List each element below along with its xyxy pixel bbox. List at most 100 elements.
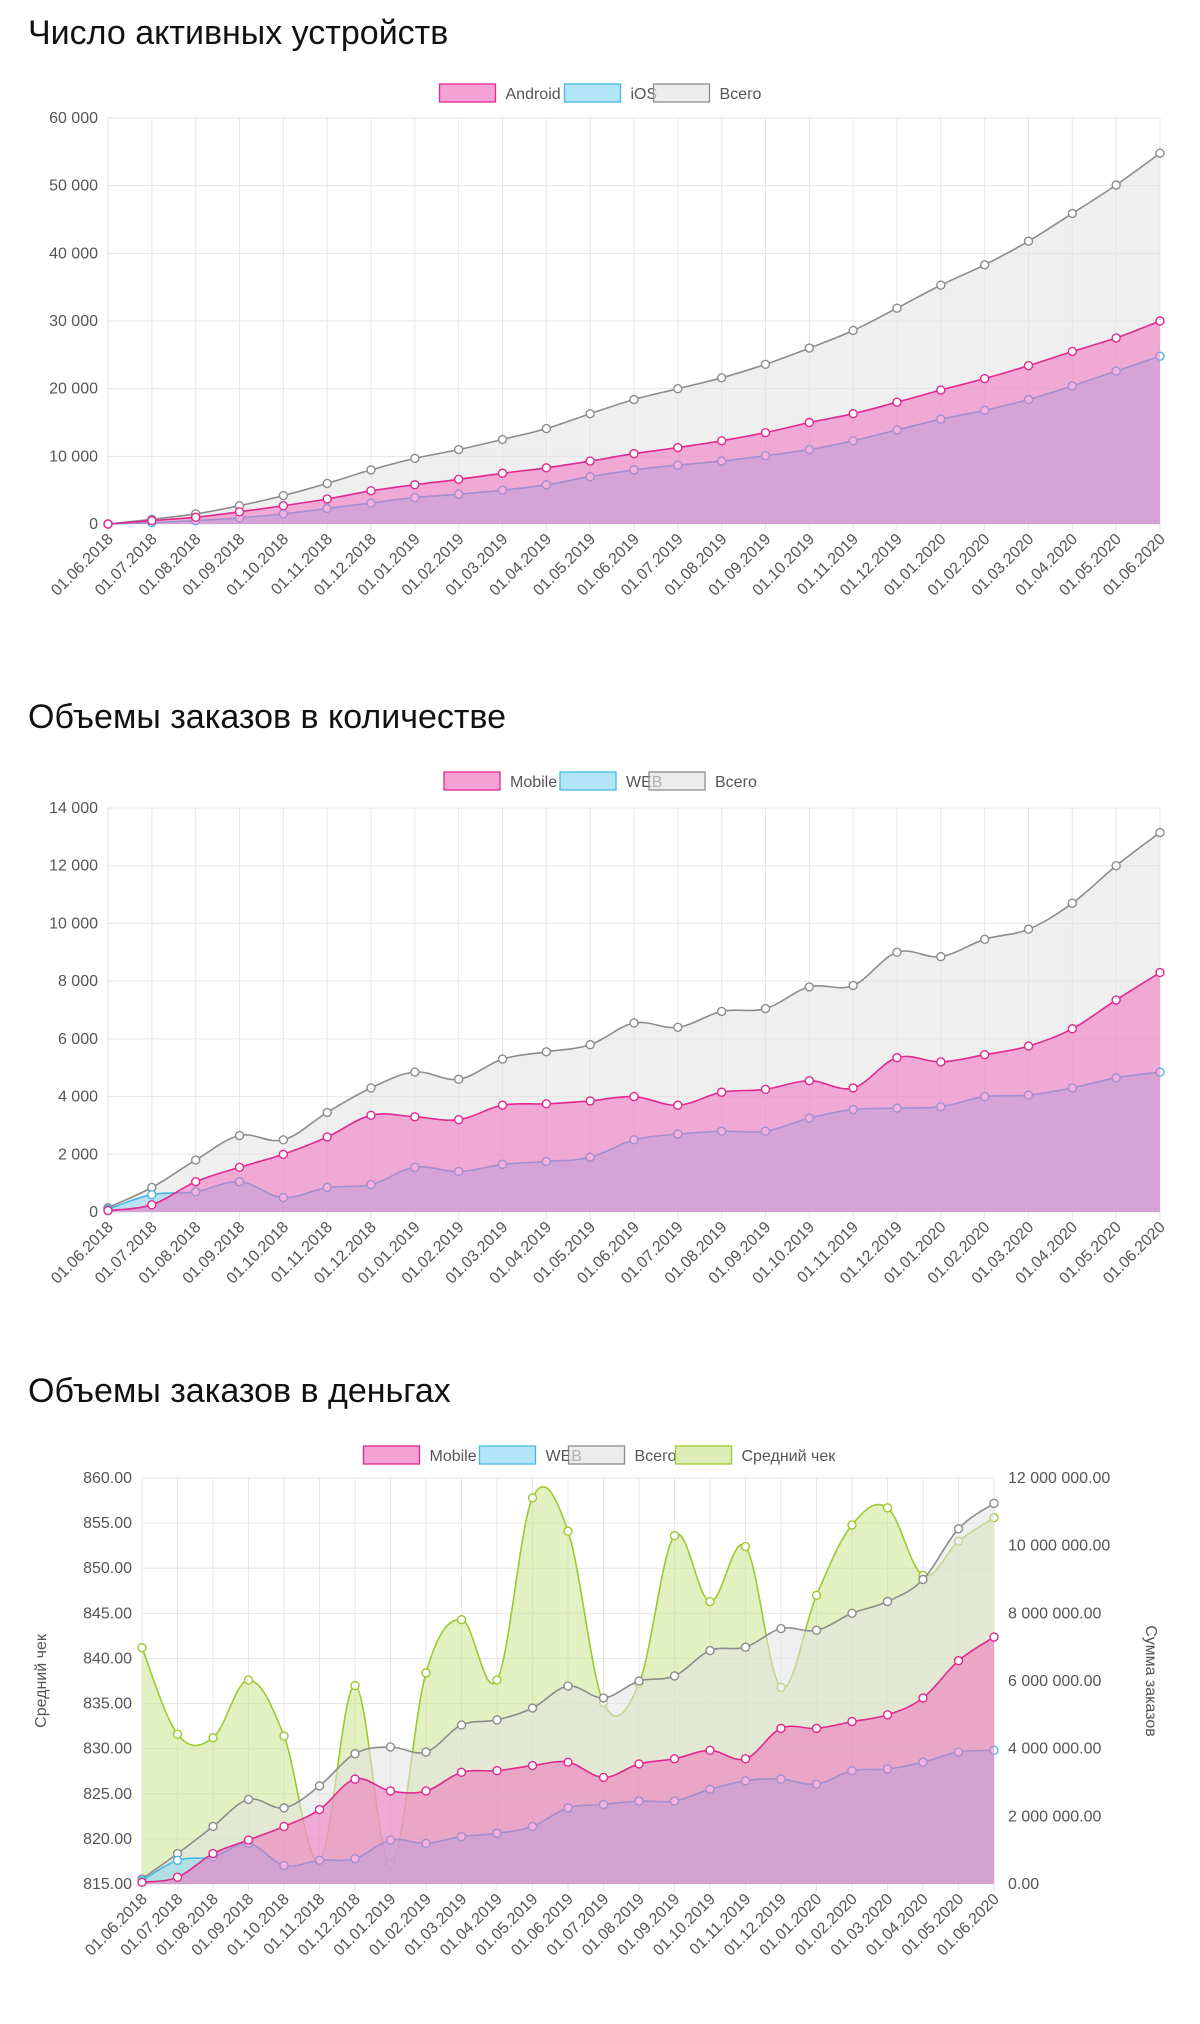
data-point [1067, 208, 1078, 219]
data-point [208, 1821, 218, 1832]
legend-swatch [362, 1445, 421, 1465]
legend-swatch [443, 771, 501, 791]
legend-swatch [674, 1445, 733, 1465]
data-point [716, 1006, 727, 1017]
y-tick-label: 0.00 [1008, 1876, 1039, 1893]
data-point [892, 397, 902, 407]
data-point [410, 1067, 420, 1077]
data-point [279, 1731, 289, 1741]
data-point [936, 385, 946, 395]
legend-label: iOS [631, 86, 658, 103]
data-point [989, 1498, 999, 1509]
data-point [1111, 333, 1121, 343]
active-devices-chart: 0 10 000 20 000 30 000 40 000 50 000 60 000 01.… [48, 83, 1169, 600]
data-point [350, 1680, 360, 1691]
data-point [527, 1760, 538, 1771]
data-point [936, 280, 946, 290]
series-group [103, 148, 1165, 529]
data-point [492, 1675, 502, 1685]
y-tick-label: 20 000 [49, 381, 98, 398]
data-point [705, 1645, 715, 1656]
data-point [453, 1074, 464, 1084]
data-point [716, 1087, 727, 1097]
data-point [804, 417, 815, 428]
data-point [705, 1745, 715, 1756]
data-point [147, 1189, 157, 1200]
y-axis-left: 0 2 000 4 000 6 000 8 000 10 000 12 000 14 000 [49, 800, 98, 1221]
legend-swatch [478, 1445, 537, 1465]
data-point [1111, 861, 1121, 871]
data-point [848, 980, 858, 991]
x-axis: 01.06.201801.07.201801.08.201801.09.2018… [82, 1891, 1003, 1960]
data-point [563, 1681, 573, 1691]
data-point [1111, 180, 1121, 190]
data-point [453, 474, 464, 485]
data-point [629, 1091, 639, 1102]
x-axis: 01.06.201801.07.201801.08.201801.09.2018… [48, 531, 1169, 600]
data-point [848, 325, 858, 336]
data-point [421, 1668, 431, 1678]
data-point [673, 1100, 683, 1110]
legend-label: Mobile [510, 774, 557, 791]
data-point [234, 507, 245, 517]
chart-title: Объемы заказов в деньгах [28, 1372, 451, 1410]
data-point [563, 1757, 573, 1767]
y-tick-label: 6 000 000.00 [1008, 1673, 1102, 1690]
data-point [629, 1018, 639, 1028]
y-tick-label: 40 000 [49, 245, 98, 262]
legend-item-web: WEB [559, 771, 662, 791]
y-tick-label: 6 000 [58, 1031, 98, 1048]
data-point [882, 1710, 893, 1720]
data-point [410, 453, 420, 464]
data-point [243, 1835, 254, 1845]
data-point [410, 1112, 420, 1122]
data-point [456, 1767, 467, 1778]
data-point [541, 423, 552, 434]
data-point [716, 373, 727, 383]
data-point [453, 1114, 464, 1125]
data-point [172, 1729, 183, 1739]
data-point [585, 409, 595, 419]
series-mobile [137, 1632, 999, 1888]
y-tick-label: 12 000 [49, 858, 98, 875]
data-point [634, 1759, 644, 1769]
data-point [314, 1804, 325, 1815]
data-point [804, 1076, 815, 1086]
legend-item-android: Android [438, 83, 561, 103]
y-tick-label: 840.00 [83, 1650, 132, 1667]
data-point [208, 1733, 218, 1743]
data-point [847, 1716, 857, 1727]
y-tick-label: 14 000 [49, 800, 98, 817]
data-point [776, 1623, 786, 1634]
legend-item-mobile: Mobile [443, 771, 557, 791]
data-point [892, 1052, 902, 1063]
data-point [882, 1503, 893, 1513]
series-mobile [103, 967, 1165, 1216]
y-tick-label: 12 000 000.00 [1008, 1470, 1110, 1487]
data-point [847, 1520, 857, 1530]
data-point [1155, 316, 1165, 326]
data-point [243, 1794, 254, 1805]
y-axis-left: 815.00 820.00 825.00 830.00 835.00 840.00 845.… [83, 1470, 132, 1893]
data-point [1155, 827, 1165, 838]
data-point [366, 1083, 376, 1093]
legend-label: Mobile [430, 1448, 477, 1465]
series-area [142, 1637, 994, 1884]
y-tick-label: 820.00 [83, 1831, 132, 1848]
data-point [350, 1774, 360, 1784]
legend-item-всего: Всего [648, 771, 757, 791]
data-point [172, 1855, 183, 1866]
y-axis-title-right: Сумма заказов [1142, 1625, 1159, 1737]
data-point [421, 1786, 431, 1796]
series-area [108, 972, 1160, 1212]
data-point [1111, 995, 1121, 1005]
data-point [1067, 1024, 1078, 1034]
data-point [598, 1693, 609, 1703]
y-tick-label: 835.00 [83, 1696, 132, 1713]
data-point [1023, 360, 1034, 371]
legend-swatch [567, 1445, 626, 1465]
y-tick-label: 850.00 [83, 1560, 132, 1577]
data-point [936, 951, 946, 962]
data-point [527, 1493, 538, 1503]
data-point [147, 1200, 157, 1210]
